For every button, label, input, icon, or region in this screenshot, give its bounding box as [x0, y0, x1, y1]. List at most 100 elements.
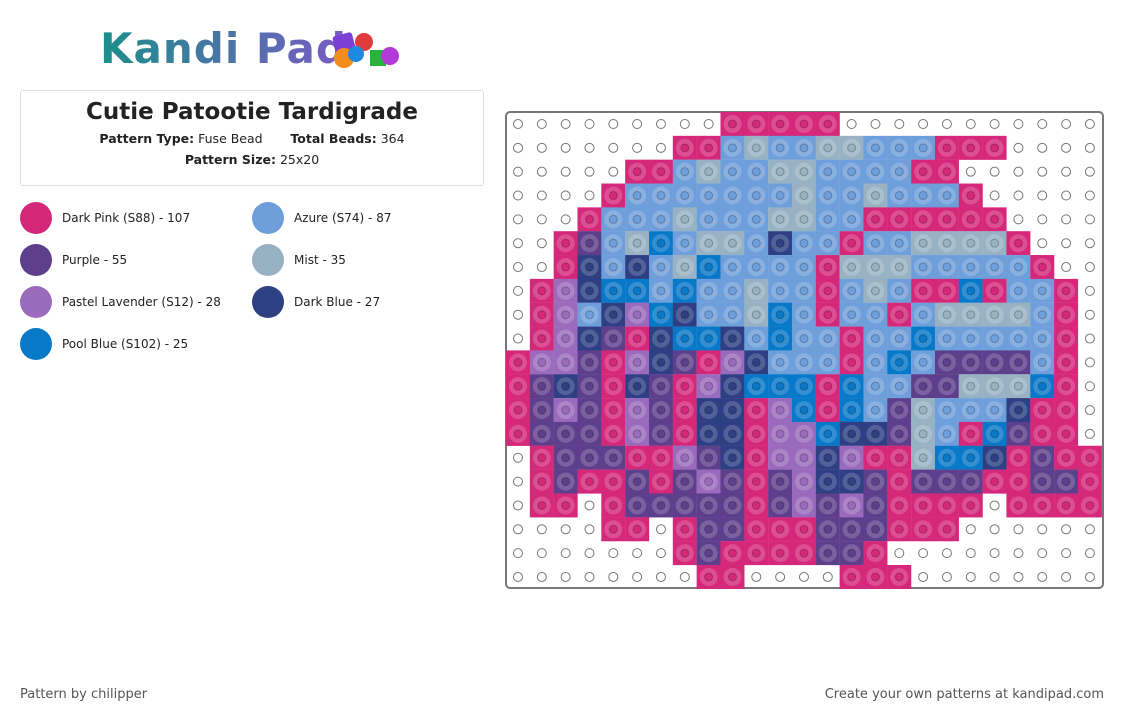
bead: [1006, 278, 1031, 303]
bead: [672, 302, 697, 327]
bead: [601, 231, 626, 256]
bead-part: [918, 500, 928, 510]
bead-part: [823, 405, 833, 415]
bead: [934, 517, 959, 542]
bead-part: [942, 334, 952, 344]
bead: [791, 398, 816, 423]
bead-part: [847, 167, 857, 177]
bead: [720, 278, 745, 303]
bead: [577, 350, 602, 375]
bead-part: [704, 572, 714, 582]
bead: [791, 517, 816, 542]
bead: [513, 571, 523, 582]
bead-part: [751, 143, 761, 153]
swatch: [252, 244, 284, 276]
bead-part: [584, 190, 595, 201]
bead: [863, 469, 888, 494]
bead: [720, 564, 745, 589]
bead-part: [870, 500, 880, 510]
bead-part: [513, 309, 523, 320]
bead: [625, 255, 650, 280]
bead: [744, 278, 769, 303]
bead-part: [989, 500, 1000, 511]
bead-part: [727, 405, 737, 415]
bead: [815, 183, 840, 208]
bead-part: [799, 453, 809, 463]
bead-part: [1061, 429, 1071, 439]
bead-part: [870, 405, 880, 415]
bead-part: [680, 357, 690, 367]
bead-part: [870, 477, 880, 487]
bead-part: [846, 119, 857, 129]
bead: [982, 255, 1007, 280]
bead: [815, 517, 840, 542]
bead: [696, 493, 721, 518]
bead-part: [823, 477, 833, 487]
bead: [696, 541, 721, 566]
bead: [672, 493, 697, 518]
bead: [601, 421, 626, 446]
bead-part: [536, 524, 547, 535]
bead: [696, 159, 721, 184]
bead: [1013, 166, 1024, 177]
bead: [560, 166, 571, 177]
bead: [672, 445, 697, 470]
bead: [751, 571, 762, 582]
bead-part: [1061, 142, 1072, 153]
bead: [648, 326, 673, 351]
bead-part: [870, 453, 880, 463]
bead: [791, 255, 816, 280]
bead: [815, 112, 840, 136]
bead-part: [584, 548, 595, 559]
logo[interactable]: Kandi Pad: [100, 24, 347, 73]
bead: [513, 214, 523, 225]
bead-part: [966, 143, 976, 153]
bead: [887, 493, 912, 518]
bead-part: [537, 310, 547, 320]
bead-part: [560, 548, 571, 559]
bead-part: [823, 143, 833, 153]
bead-part: [1013, 453, 1023, 463]
bead-part: [680, 381, 690, 391]
bead-part: [966, 262, 976, 272]
bead: [839, 421, 864, 446]
bead-part: [513, 548, 523, 559]
bead: [815, 374, 840, 399]
bead: [839, 541, 864, 566]
bead: [577, 278, 602, 303]
bead-part: [965, 119, 976, 129]
bead-part: [704, 405, 714, 415]
bead: [513, 238, 523, 249]
label: Pattern Type:: [99, 131, 195, 146]
bead-part: [703, 119, 714, 129]
bead: [553, 302, 578, 327]
bead: [553, 421, 578, 446]
bead-part: [990, 429, 1000, 439]
bead-part: [513, 500, 523, 511]
bead-part: [632, 286, 642, 296]
bead: [863, 278, 888, 303]
bead: [934, 135, 959, 160]
bead-part: [584, 119, 595, 129]
bead: [1084, 142, 1095, 153]
bead: [601, 398, 626, 423]
bead: [989, 500, 1000, 511]
bead: [1084, 428, 1095, 439]
bead-part: [704, 500, 714, 510]
bead-part: [584, 166, 595, 177]
bead: [934, 421, 959, 446]
bead-part: [942, 405, 952, 415]
cta[interactable]: Create your own patterns at kandipad.com: [824, 687, 1104, 702]
bead: [655, 524, 666, 535]
bead-part: [537, 453, 547, 463]
bead: [887, 207, 912, 232]
bead: [791, 350, 816, 375]
bead: [863, 326, 888, 351]
legend-item: Dark Blue - 27: [252, 286, 380, 318]
bead: [989, 571, 1000, 582]
bead: [1006, 350, 1031, 375]
bead: [696, 135, 721, 160]
bead-part: [656, 453, 666, 463]
bead: [696, 207, 721, 232]
bead-part: [870, 119, 881, 129]
